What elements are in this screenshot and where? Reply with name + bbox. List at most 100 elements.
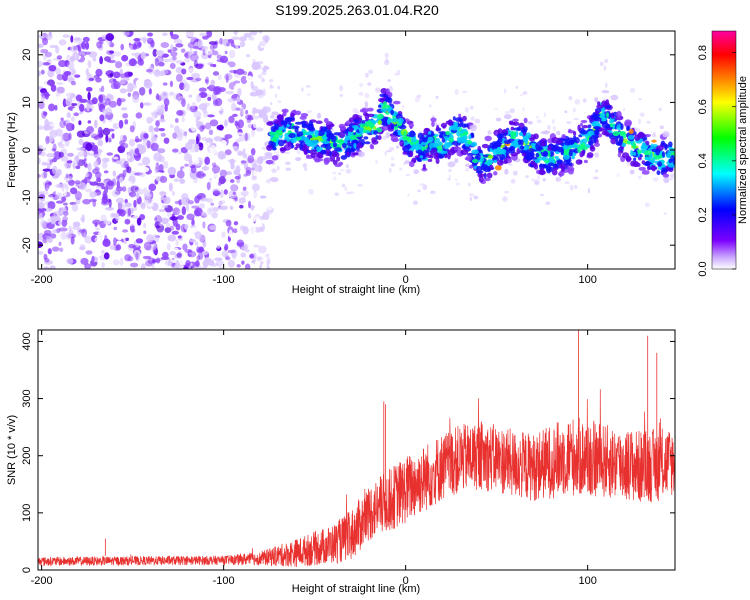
heatmap-cell <box>278 71 283 79</box>
heatmap-cell <box>274 120 282 125</box>
heatmap-cell <box>97 139 104 147</box>
heatmap-cell <box>123 160 129 169</box>
heatmap-cell <box>71 97 77 104</box>
heatmap-cell <box>138 126 145 133</box>
heatmap-cell <box>314 131 319 138</box>
heatmap-cell <box>307 93 311 96</box>
heatmap-cell <box>249 91 259 97</box>
heatmap-cell <box>70 102 78 107</box>
heatmap-cell <box>228 229 233 238</box>
heatmap-cell <box>364 101 369 109</box>
heatmap-cell <box>105 33 115 41</box>
heatmap-cell <box>247 212 252 219</box>
heatmap-cell <box>639 112 645 117</box>
heatmap-cell <box>181 196 190 206</box>
heatmap-cell <box>191 219 195 226</box>
heatmap-cell <box>246 117 254 121</box>
heatmap-cell <box>427 158 433 163</box>
heatmap-cell <box>207 207 212 216</box>
heatmap-cell <box>334 163 342 168</box>
heatmap-cell <box>119 88 127 94</box>
heatmap-cell <box>510 179 516 184</box>
heatmap-cell <box>308 120 314 127</box>
heatmap-cell <box>115 160 122 165</box>
heatmap-cell <box>261 71 267 76</box>
snr-x-tick-label: -200 <box>31 575 53 587</box>
heatmap-cell <box>43 170 48 179</box>
heatmap-cell <box>181 68 187 75</box>
heatmap-cell <box>187 250 197 258</box>
heatmap-cell <box>134 63 140 72</box>
heatmap-cell <box>188 68 195 73</box>
heatmap-cell <box>284 152 291 155</box>
heatmap-cell <box>470 141 478 147</box>
heatmap-cell <box>247 155 255 164</box>
heatmap-cell <box>572 135 577 142</box>
heatmap-cell <box>474 155 479 159</box>
heatmap-cell <box>56 81 64 86</box>
heatmap-cell <box>452 140 459 146</box>
heatmap-cell <box>222 38 229 44</box>
heatmap-cell <box>267 40 273 48</box>
heatmap-y-tick-label: 10 <box>21 96 33 108</box>
heatmap-cell <box>38 174 41 178</box>
heatmap-cell <box>193 60 198 68</box>
heatmap-cell <box>133 38 141 42</box>
heatmap-cell <box>390 124 395 130</box>
heatmap-cell <box>174 200 181 205</box>
heatmap-cell <box>277 139 285 147</box>
heatmap-cell <box>344 137 348 145</box>
heatmap-cell <box>236 96 241 103</box>
heatmap-cell <box>643 150 652 156</box>
heatmap-cell <box>262 254 270 262</box>
heatmap-cell <box>231 36 240 41</box>
heatmap-cell <box>50 215 56 225</box>
heatmap-cell <box>495 117 502 122</box>
heatmap-cell <box>38 147 43 156</box>
snr-peaks <box>104 330 658 556</box>
heatmap-cell <box>158 128 166 132</box>
heatmap-cell <box>97 101 107 109</box>
heatmap-cell <box>153 127 160 132</box>
heatmap-cell <box>375 159 378 164</box>
heatmap-cell <box>255 223 263 228</box>
heatmap-cell <box>181 98 186 108</box>
heatmap-cell <box>544 159 550 164</box>
heatmap-cell <box>173 264 180 269</box>
heatmap-cell <box>233 80 241 84</box>
colorbar-title: Normalized spectral amplitude <box>737 76 749 224</box>
heatmap-cell <box>473 195 479 199</box>
heatmap-cell <box>509 108 515 114</box>
heatmap-cell <box>601 122 609 129</box>
heatmap-cell <box>117 203 127 211</box>
snr-y-tick-label: 100 <box>21 504 33 522</box>
heatmap-cell <box>349 135 357 140</box>
heatmap-cell <box>238 197 246 204</box>
heatmap-cell <box>503 114 512 120</box>
heatmap-cell <box>74 74 81 78</box>
heatmap-cell <box>169 31 174 37</box>
heatmap-cell <box>111 133 115 139</box>
heatmap-cell <box>566 121 572 124</box>
heatmap-cell <box>168 57 176 63</box>
heatmap-cell <box>263 112 268 121</box>
heatmap-cell <box>175 66 183 74</box>
heatmap-cell <box>38 194 46 200</box>
heatmap-cell <box>217 181 222 186</box>
heatmap-cell <box>95 77 102 83</box>
heatmap-cell <box>581 125 589 129</box>
heatmap-cell <box>219 55 229 64</box>
heatmap-cell <box>269 176 279 183</box>
heatmap-cell <box>239 204 244 209</box>
heatmap-cell <box>41 172 47 179</box>
heatmap-cell <box>174 117 179 123</box>
heatmap-cell <box>458 113 462 118</box>
heatmap-cell <box>522 91 528 95</box>
heatmap-cell <box>261 188 268 194</box>
heatmap-cell <box>42 168 51 172</box>
heatmap-cell <box>146 116 153 124</box>
heatmap-cell <box>556 159 563 165</box>
heatmap-cell <box>224 149 232 156</box>
heatmap-cell <box>93 154 101 158</box>
heatmap-cell <box>213 136 223 142</box>
